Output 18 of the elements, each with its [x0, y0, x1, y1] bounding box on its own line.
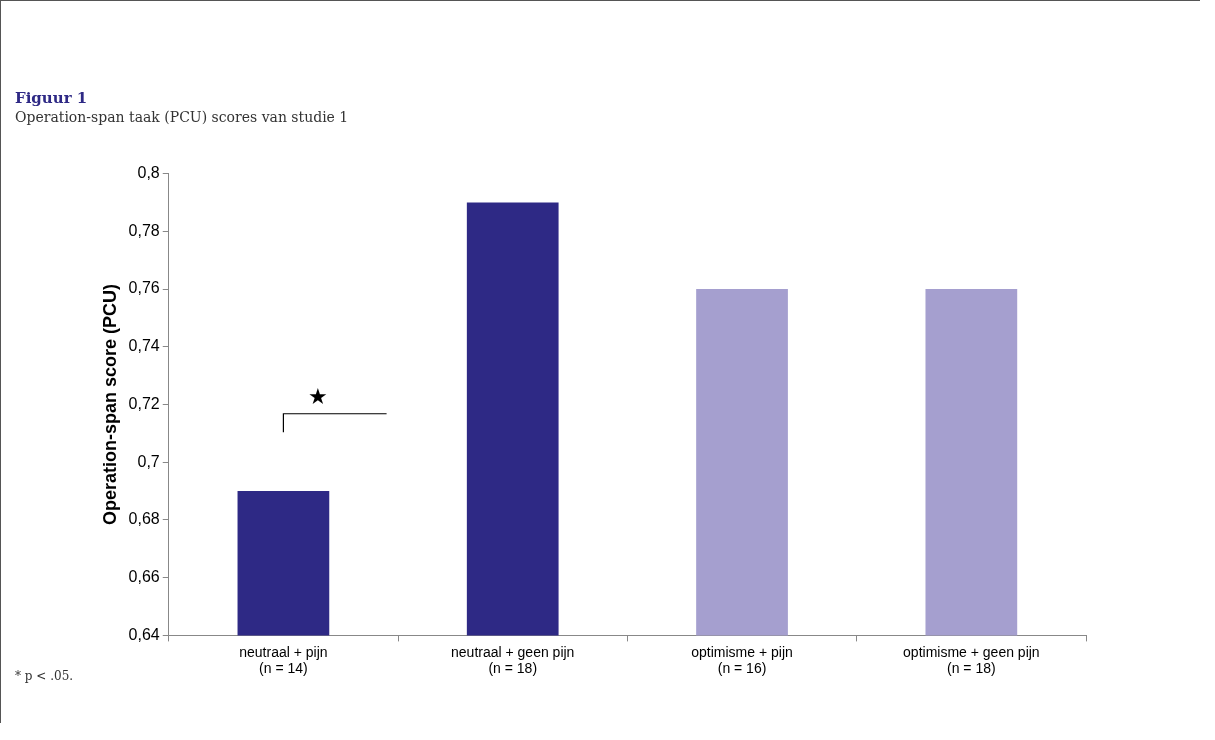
y-tick-label: 0,7: [137, 452, 160, 470]
y-tick-label: 0,8: [137, 164, 160, 182]
x-tick-label: optimisme + geen pijn (n = 18): [903, 643, 1040, 677]
x-tick-label: neutraal + geen pijn (n = 18): [451, 643, 575, 677]
y-tick-label: 0,68: [128, 510, 160, 528]
y-tick-label: 0,78: [128, 221, 160, 239]
chart-title: Figuur 1: [15, 89, 88, 107]
chart-subtitle: Operation-span taak (PCU) scores van studie 1: [15, 109, 349, 125]
text: * p < .05.: [15, 669, 74, 683]
y-axis-title: Operation-span score (PCU): [99, 283, 120, 526]
y-tick-label: 0,74: [128, 337, 160, 355]
y-tick-label: 0,66: [128, 568, 160, 586]
y-tick-label: 0,76: [128, 279, 160, 297]
annotation: ★: [307, 384, 328, 410]
x-tick-label: optimisme + pijn (n = 16): [691, 643, 793, 677]
y-tick-label: 0,64: [128, 625, 160, 643]
x-tick-label: neutraal + pijn (n = 14): [239, 643, 328, 677]
y-tick-label: 0,72: [128, 394, 160, 412]
